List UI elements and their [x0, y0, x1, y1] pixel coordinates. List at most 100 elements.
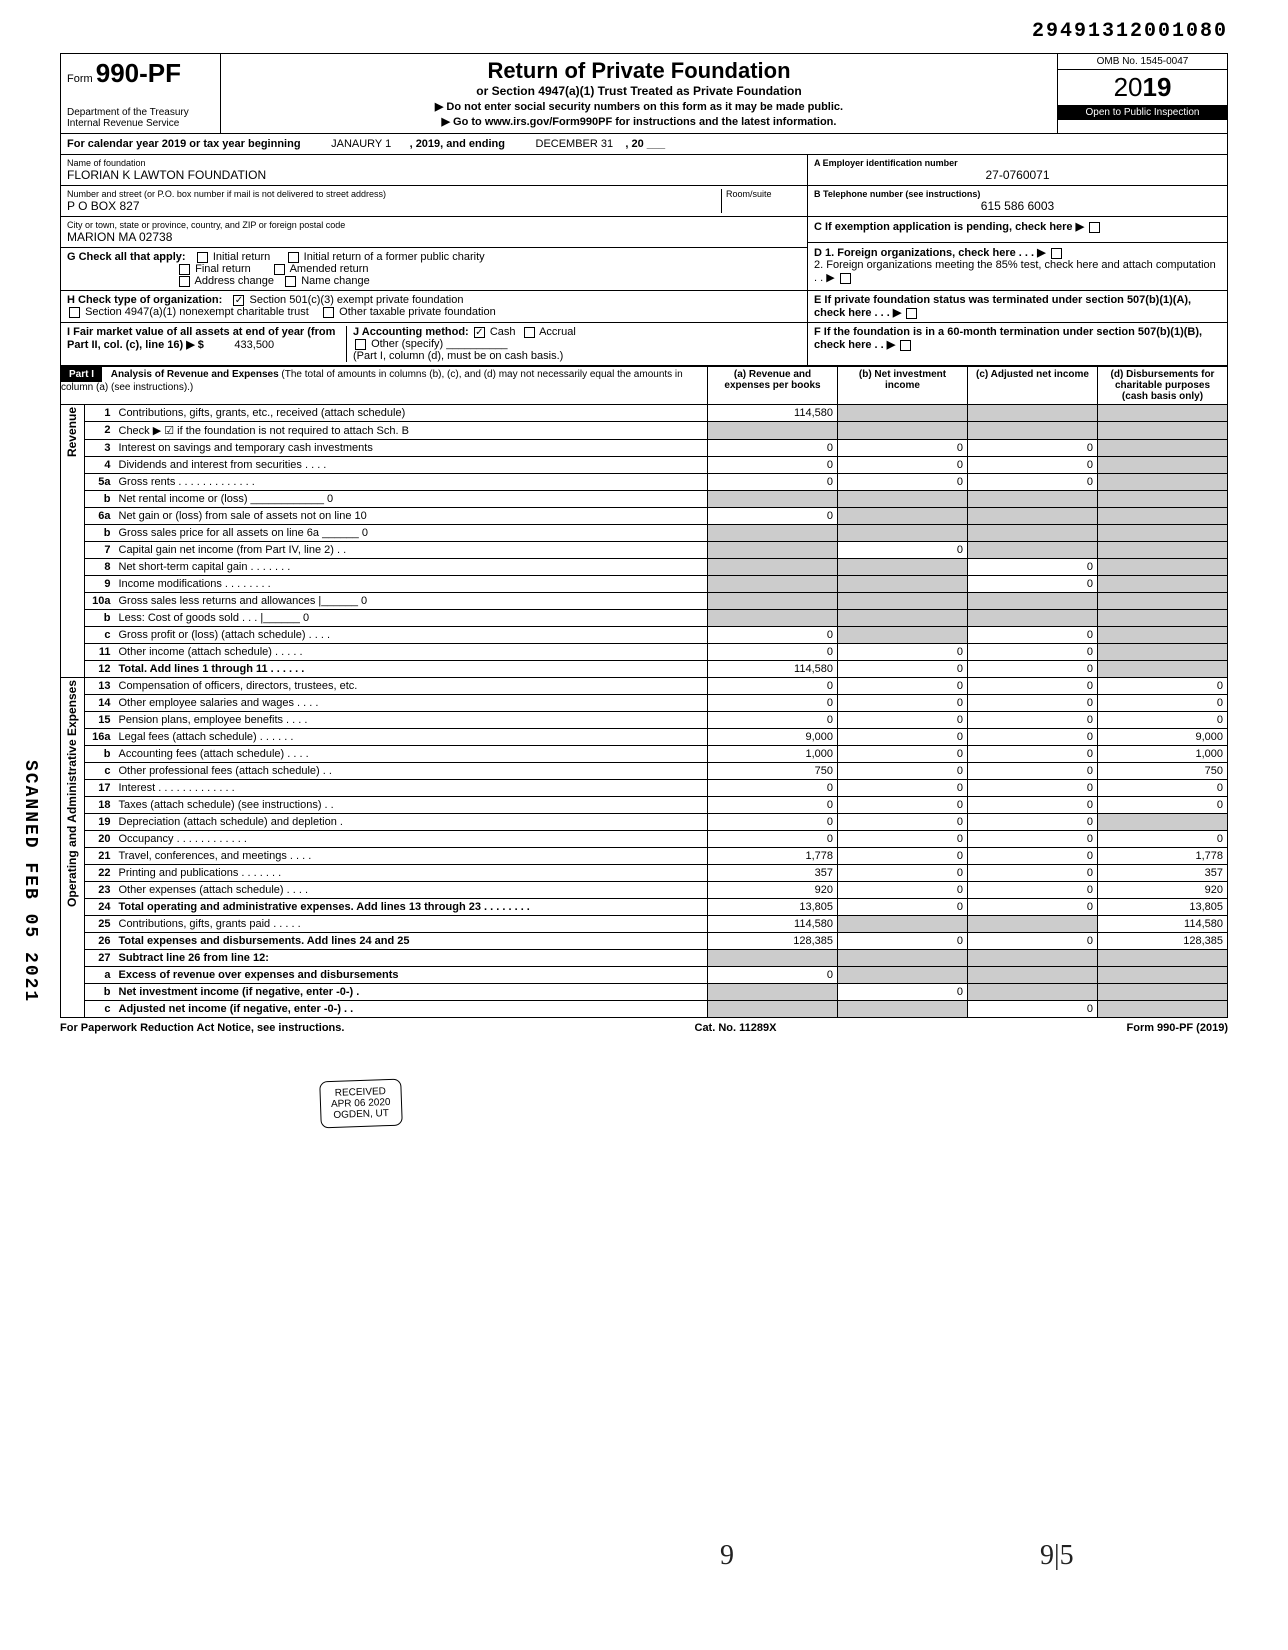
- year-begin: JANAURY 1: [331, 138, 391, 150]
- amount-cell: [838, 950, 968, 967]
- amount-cell: 0: [838, 678, 968, 695]
- cb-foreign-85[interactable]: [840, 273, 851, 284]
- amount-cell: [1098, 967, 1228, 984]
- amount-cell: 0: [968, 559, 1098, 576]
- cb-exemption-pending[interactable]: [1089, 222, 1100, 233]
- amount-cell: [838, 593, 968, 610]
- line-number: 6a: [85, 508, 115, 525]
- line-number: b: [85, 525, 115, 542]
- cb-cash[interactable]: [474, 327, 485, 338]
- table-row: 25Contributions, gifts, grants paid . . …: [61, 916, 1228, 933]
- pen-915: 9|5: [1040, 1540, 1074, 1572]
- amount-cell: 1,778: [1098, 848, 1228, 865]
- amount-cell: 0: [968, 695, 1098, 712]
- amount-cell: [838, 1001, 968, 1018]
- amount-cell: [708, 491, 838, 508]
- cb-501c3[interactable]: [233, 295, 244, 306]
- cb-60month[interactable]: [900, 340, 911, 351]
- amount-cell: [1098, 525, 1228, 542]
- amount-cell: 0: [1098, 678, 1228, 695]
- table-row: 19Depreciation (attach schedule) and dep…: [61, 814, 1228, 831]
- amount-cell: 0: [838, 933, 968, 950]
- line-number: 7: [85, 542, 115, 559]
- table-row: 22Printing and publications . . . . . . …: [61, 865, 1228, 882]
- cb-address-change[interactable]: [179, 276, 190, 287]
- amount-cell: [968, 491, 1098, 508]
- dept-treasury: Department of the Treasury: [67, 107, 214, 118]
- part1-title: Analysis of Revenue and Expenses: [111, 369, 279, 380]
- table-row: 27Subtract line 26 from line 12:: [61, 950, 1228, 967]
- amount-cell: [1098, 422, 1228, 440]
- amount-cell: 750: [708, 763, 838, 780]
- amount-cell: [1098, 661, 1228, 678]
- amount-cell: 1,000: [708, 746, 838, 763]
- line-number: 9: [85, 576, 115, 593]
- part1-table: Part I Analysis of Revenue and Expenses …: [60, 366, 1228, 1018]
- form-header: Form 990-PF Department of the Treasury I…: [60, 53, 1228, 134]
- form-number: 990-PF: [96, 58, 181, 88]
- line-number: 26: [85, 933, 115, 950]
- line-number: 3: [85, 440, 115, 457]
- line-number: 17: [85, 780, 115, 797]
- line-desc: Interest . . . . . . . . . . . . .: [115, 780, 708, 797]
- amount-cell: [1098, 457, 1228, 474]
- col-a-header: (a) Revenue and expenses per books: [708, 367, 838, 405]
- cb-initial-former[interactable]: [288, 252, 299, 263]
- amount-cell: [708, 576, 838, 593]
- cb-amended[interactable]: [274, 264, 285, 275]
- line-number: 2: [85, 422, 115, 440]
- amount-cell: 0: [838, 695, 968, 712]
- i-label: I Fair market value of all assets at end…: [67, 326, 335, 351]
- amount-cell: 9,000: [1098, 729, 1228, 746]
- phone: 615 586 6003: [814, 199, 1221, 213]
- amount-cell: 0: [968, 627, 1098, 644]
- amount-cell: 0: [708, 678, 838, 695]
- cb-name-change[interactable]: [285, 276, 296, 287]
- amount-cell: [1098, 1001, 1228, 1018]
- cb-initial-return[interactable]: [197, 252, 208, 263]
- amount-cell: 920: [708, 882, 838, 899]
- amount-cell: [1098, 984, 1228, 1001]
- amount-cell: [1098, 644, 1228, 661]
- table-row: 16aLegal fees (attach schedule) . . . . …: [61, 729, 1228, 746]
- amount-cell: 114,580: [708, 661, 838, 678]
- line-number: b: [85, 610, 115, 627]
- g-label: G Check all that apply:: [67, 251, 186, 263]
- amount-cell: 0: [838, 831, 968, 848]
- amount-cell: [1098, 474, 1228, 491]
- amount-cell: 0: [708, 814, 838, 831]
- amount-cell: [968, 916, 1098, 933]
- amount-cell: 0: [708, 831, 838, 848]
- line-desc: Gross rents . . . . . . . . . . . . .: [115, 474, 708, 491]
- cal-year-mid: , 2019, and ending: [410, 138, 505, 150]
- line-desc: Total expenses and disbursements. Add li…: [115, 933, 708, 950]
- line-number: 1: [85, 405, 115, 422]
- cb-final-return[interactable]: [179, 264, 190, 275]
- table-row: 24Total operating and administrative exp…: [61, 899, 1228, 916]
- amount-cell: 0: [708, 627, 838, 644]
- amount-cell: 0: [838, 712, 968, 729]
- amount-cell: 0: [968, 678, 1098, 695]
- amount-cell: [968, 593, 1098, 610]
- amount-cell: 128,385: [708, 933, 838, 950]
- cb-accrual[interactable]: [524, 327, 535, 338]
- amount-cell: [838, 405, 968, 422]
- cb-4947[interactable]: [69, 307, 80, 318]
- amount-cell: 0: [968, 848, 1098, 865]
- cb-other-taxable[interactable]: [323, 307, 334, 318]
- footer-right: Form 990-PF (2019): [1127, 1022, 1228, 1034]
- amount-cell: 0: [968, 865, 1098, 882]
- cb-other-method[interactable]: [355, 339, 366, 350]
- line-desc: Income modifications . . . . . . . .: [115, 576, 708, 593]
- amount-cell: 0: [838, 474, 968, 491]
- cb-status-terminated[interactable]: [906, 308, 917, 319]
- cb-foreign-org[interactable]: [1051, 248, 1062, 259]
- revenue-side-label: Revenue: [65, 407, 79, 457]
- amount-cell: [1098, 559, 1228, 576]
- amount-cell: 0: [708, 457, 838, 474]
- scanned-stamp: SCANNED FEB 05 2021: [20, 760, 40, 1003]
- amount-cell: 13,805: [1098, 899, 1228, 916]
- amount-cell: 0: [1098, 695, 1228, 712]
- amount-cell: 0: [968, 576, 1098, 593]
- amount-cell: 0: [1098, 797, 1228, 814]
